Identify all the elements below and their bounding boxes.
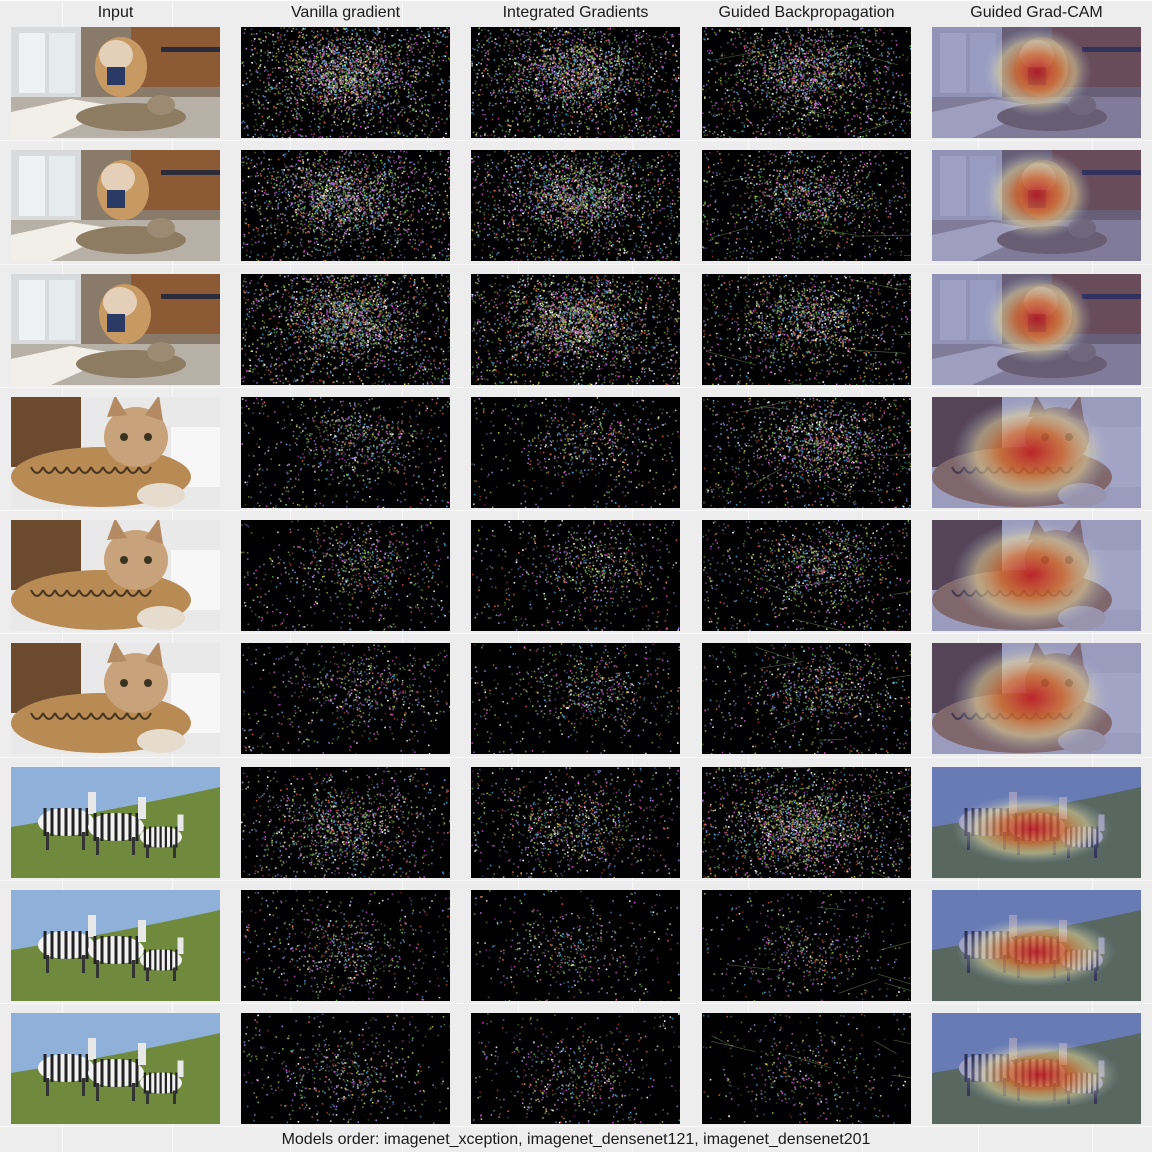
tile-guided_bp-row-2 <box>702 150 911 261</box>
tile-guided_bp-row-5 <box>702 520 911 631</box>
tile-vanilla-row-5 <box>241 520 450 631</box>
tile-guided_bp-row-8 <box>702 890 911 1001</box>
figure-caption: Models order: imagenet_xception, imagene… <box>0 1129 1152 1151</box>
tile-gradcam-row-7 <box>932 767 1141 878</box>
tile-gradcam-row-2 <box>932 150 1141 261</box>
tile-vanilla-row-3 <box>241 274 450 385</box>
column-header-integrated: Integrated Gradients <box>461 2 690 24</box>
tile-input-row-3 <box>11 274 220 385</box>
tile-integrated-row-9 <box>471 1013 680 1124</box>
tile-gradcam-row-8 <box>932 890 1141 1001</box>
gridline-horizontal <box>0 140 1152 141</box>
tile-integrated-row-2 <box>471 150 680 261</box>
gridline-horizontal <box>0 264 1152 265</box>
tile-integrated-row-8 <box>471 890 680 1001</box>
tile-integrated-row-1 <box>471 27 680 138</box>
tile-integrated-row-7 <box>471 767 680 878</box>
gridline-horizontal <box>0 1126 1152 1127</box>
tile-gradcam-row-4 <box>932 397 1141 508</box>
column-header-vanilla: Vanilla gradient <box>231 2 460 24</box>
gridline-horizontal <box>0 1003 1152 1004</box>
tile-vanilla-row-6 <box>241 643 450 754</box>
tile-input-row-2 <box>11 150 220 261</box>
tile-input-row-4 <box>11 397 220 508</box>
tile-guided_bp-row-6 <box>702 643 911 754</box>
tile-gradcam-row-6 <box>932 643 1141 754</box>
tile-gradcam-row-3 <box>932 274 1141 385</box>
tile-gradcam-row-9 <box>932 1013 1141 1124</box>
tile-guided_bp-row-1 <box>702 27 911 138</box>
tile-input-row-1 <box>11 27 220 138</box>
tile-input-row-5 <box>11 520 220 631</box>
tile-vanilla-row-1 <box>241 27 450 138</box>
tile-guided_bp-row-7 <box>702 767 911 878</box>
column-header-gradcam: Guided Grad-CAM <box>922 2 1151 24</box>
tile-integrated-row-6 <box>471 643 680 754</box>
gridline-horizontal <box>0 387 1152 388</box>
tile-gradcam-row-1 <box>932 27 1141 138</box>
tile-vanilla-row-9 <box>241 1013 450 1124</box>
gridline-horizontal <box>0 880 1152 881</box>
column-header-guided_bp: Guided Backpropagation <box>692 2 921 24</box>
tile-vanilla-row-7 <box>241 767 450 878</box>
gridline-horizontal <box>0 510 1152 511</box>
tile-gradcam-row-5 <box>932 520 1141 631</box>
tile-integrated-row-3 <box>471 274 680 385</box>
tile-input-row-8 <box>11 890 220 1001</box>
tile-integrated-row-5 <box>471 520 680 631</box>
tile-vanilla-row-4 <box>241 397 450 508</box>
gridline-horizontal <box>0 633 1152 634</box>
tile-input-row-9 <box>11 1013 220 1124</box>
tile-vanilla-row-8 <box>241 890 450 1001</box>
tile-integrated-row-4 <box>471 397 680 508</box>
tile-input-row-6 <box>11 643 220 754</box>
tile-guided_bp-row-4 <box>702 397 911 508</box>
tile-vanilla-row-2 <box>241 150 450 261</box>
tile-guided_bp-row-9 <box>702 1013 911 1124</box>
column-header-input: Input <box>1 2 230 24</box>
tile-input-row-7 <box>11 767 220 878</box>
gridline-horizontal <box>0 757 1152 758</box>
tile-guided_bp-row-3 <box>702 274 911 385</box>
